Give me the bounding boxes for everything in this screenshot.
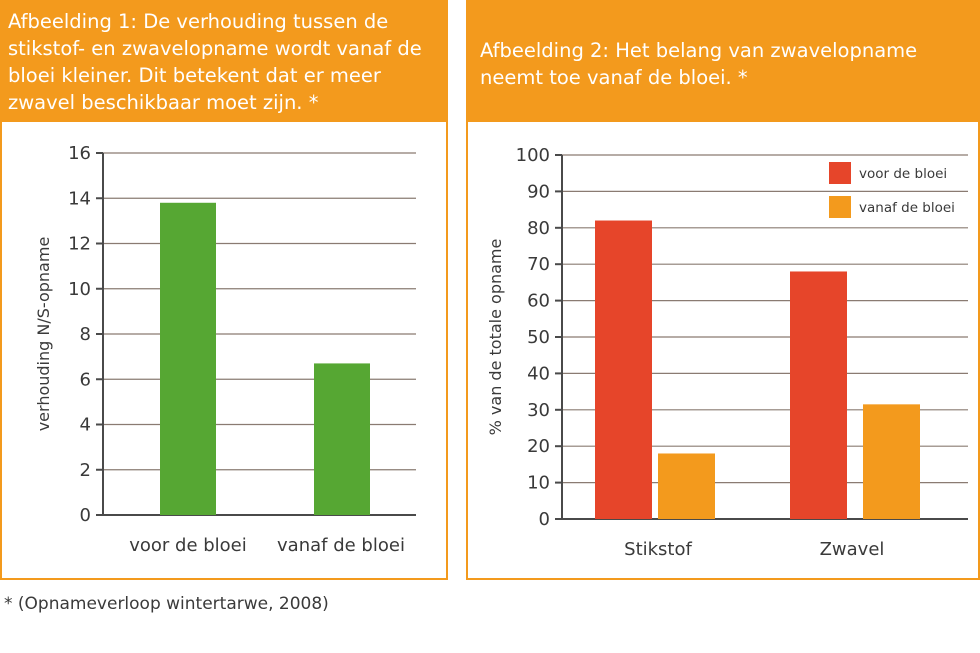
x-tick-label: Stikstof (624, 539, 692, 560)
chart-1-title: Afbeelding 1: De verhouding tussen de st… (2, 0, 446, 122)
y-axis-title: verhouding N/S-opname (34, 237, 53, 432)
bar (658, 453, 715, 519)
y-axis-title: % van de totale opname (486, 239, 505, 436)
y-tick-label: 6 (80, 369, 91, 390)
x-tick-label: voor de bloei (129, 535, 247, 556)
y-tick-label: 10 (527, 473, 550, 494)
y-tick-label: 70 (527, 254, 550, 275)
y-tick-label: 8 (80, 324, 91, 345)
y-tick-label: 0 (80, 505, 91, 526)
y-tick-label: 90 (527, 181, 550, 202)
footnote: * (Opnameverloop wintertarwe, 2008) (4, 594, 329, 614)
bar (790, 271, 847, 519)
bar (314, 363, 370, 515)
y-tick-label: 2 (80, 460, 91, 481)
y-tick-label: 80 (527, 218, 550, 239)
y-tick-label: 50 (527, 327, 550, 348)
legend-label: voor de bloei (859, 166, 947, 182)
y-tick-label: 100 (516, 145, 550, 166)
y-tick-label: 60 (527, 291, 550, 312)
chart-1-plot: 0 2 4 6 8 10 12 14 16 verhouding N/S-opname voor d… (34, 143, 416, 556)
legend-swatch (829, 196, 851, 218)
y-tick-label: 20 (527, 436, 550, 457)
y-tick-label: 14 (68, 188, 91, 209)
bar (160, 202, 216, 515)
y-tick-label: 40 (527, 363, 550, 384)
chart-panel-1: Afbeelding 1: De verhouding tussen de st… (0, 0, 448, 580)
chart-2-plot: 0 10 20 30 40 50 60 70 80 90 100 % van de totale op… (486, 145, 968, 560)
y-tick-label: 16 (68, 143, 91, 164)
x-tick-label: vanaf de bloei (277, 535, 405, 556)
y-tick-label: 12 (68, 234, 91, 255)
y-tick-label: 0 (539, 509, 550, 530)
chart-panel-2: Afbeelding 2: Het belang van zwavelopnam… (466, 0, 980, 580)
y-tick-label: 4 (80, 415, 91, 436)
y-tick-label: 30 (527, 400, 550, 421)
chart-2-title: Afbeelding 2: Het belang van zwavelopnam… (468, 0, 978, 122)
bar (595, 220, 652, 519)
y-tick-label: 10 (68, 279, 91, 300)
bar (863, 404, 920, 519)
legend-label: vanaf de bloei (859, 200, 955, 216)
legend-swatch (829, 162, 851, 184)
x-tick-label: Zwavel (820, 539, 885, 560)
